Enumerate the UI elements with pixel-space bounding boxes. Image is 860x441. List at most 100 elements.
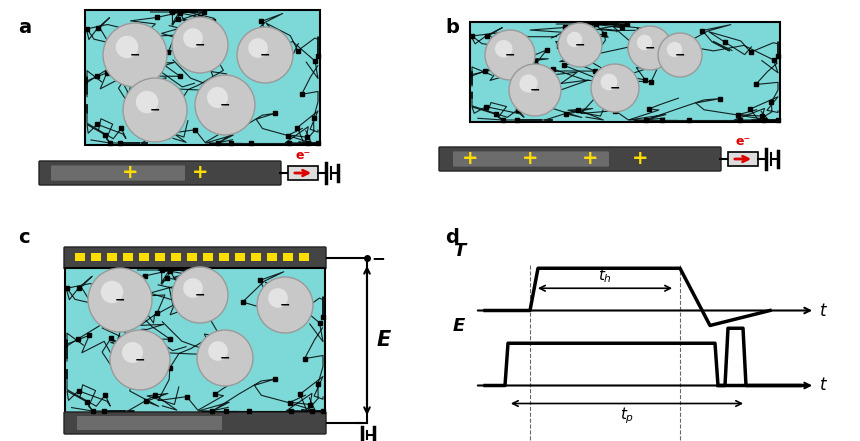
Bar <box>107 253 117 261</box>
Text: T: T <box>452 242 465 260</box>
Text: −: − <box>530 83 540 97</box>
Bar <box>87 333 91 337</box>
Bar <box>288 166 318 180</box>
Bar <box>241 300 244 304</box>
Bar <box>138 300 141 304</box>
FancyBboxPatch shape <box>77 416 222 430</box>
Circle shape <box>183 278 218 312</box>
Circle shape <box>172 267 228 323</box>
Circle shape <box>208 341 228 361</box>
Bar <box>273 377 277 381</box>
Bar <box>211 19 215 23</box>
Bar <box>679 44 684 48</box>
Circle shape <box>666 41 693 68</box>
Bar <box>145 104 150 108</box>
Bar <box>197 302 201 306</box>
Circle shape <box>123 78 187 142</box>
Bar <box>760 114 765 118</box>
Bar <box>76 337 80 341</box>
Bar <box>141 329 145 333</box>
Circle shape <box>203 83 248 127</box>
Bar <box>687 118 691 122</box>
Bar <box>247 409 251 413</box>
Circle shape <box>110 330 170 390</box>
Bar <box>593 22 598 26</box>
Bar <box>562 63 566 67</box>
Text: +: + <box>581 149 599 168</box>
Circle shape <box>494 40 525 71</box>
Bar <box>210 409 214 413</box>
Bar <box>178 11 182 15</box>
Bar <box>771 58 776 62</box>
Bar <box>75 253 85 261</box>
Circle shape <box>272 292 298 318</box>
Text: −: − <box>114 294 126 306</box>
Circle shape <box>195 75 255 135</box>
FancyBboxPatch shape <box>439 147 721 171</box>
Bar <box>108 141 112 145</box>
Bar <box>139 253 149 261</box>
Bar <box>494 112 498 116</box>
Bar <box>202 10 206 14</box>
Bar <box>316 382 320 386</box>
Text: −: − <box>150 104 160 116</box>
Circle shape <box>591 64 639 112</box>
Bar <box>484 105 488 108</box>
Circle shape <box>208 341 243 375</box>
Bar <box>123 253 133 261</box>
Bar <box>150 40 154 44</box>
Text: +: + <box>632 149 648 168</box>
FancyBboxPatch shape <box>51 165 185 181</box>
Bar <box>583 22 587 26</box>
Circle shape <box>594 67 636 109</box>
Bar <box>175 284 180 288</box>
Circle shape <box>237 27 293 83</box>
Text: $t_p$: $t_p$ <box>620 406 634 426</box>
Bar <box>317 321 322 325</box>
Circle shape <box>115 35 155 75</box>
Text: e⁻: e⁻ <box>296 149 310 162</box>
Bar <box>499 44 502 48</box>
Bar <box>576 108 580 112</box>
Circle shape <box>135 90 175 130</box>
Bar <box>185 24 188 28</box>
Bar <box>187 253 197 261</box>
Bar <box>85 27 89 31</box>
Bar <box>306 141 310 145</box>
Bar <box>132 334 137 338</box>
Bar <box>156 15 159 19</box>
Text: −: − <box>675 49 685 61</box>
Circle shape <box>237 27 293 83</box>
Bar <box>525 82 530 86</box>
Text: −: − <box>280 299 291 311</box>
Bar <box>273 112 277 116</box>
FancyBboxPatch shape <box>39 161 281 185</box>
Circle shape <box>127 82 183 138</box>
Bar <box>276 295 280 299</box>
Bar <box>77 286 81 290</box>
Circle shape <box>175 21 224 69</box>
Bar <box>89 300 93 304</box>
FancyBboxPatch shape <box>470 22 780 122</box>
Bar <box>166 50 170 54</box>
Text: a: a <box>18 18 31 37</box>
Circle shape <box>114 334 166 386</box>
Bar <box>205 278 208 282</box>
Bar <box>220 88 224 92</box>
Circle shape <box>567 31 593 59</box>
Bar <box>127 306 132 310</box>
Bar <box>515 118 519 122</box>
Circle shape <box>121 342 158 378</box>
Circle shape <box>183 28 203 48</box>
Bar <box>216 86 220 90</box>
Circle shape <box>264 284 306 326</box>
Circle shape <box>561 26 599 64</box>
Text: −: − <box>194 288 206 302</box>
Circle shape <box>660 36 699 74</box>
Bar <box>299 92 304 96</box>
Bar <box>321 409 325 413</box>
Bar <box>153 393 157 397</box>
Circle shape <box>669 44 691 66</box>
Circle shape <box>204 337 246 379</box>
Circle shape <box>197 330 253 386</box>
